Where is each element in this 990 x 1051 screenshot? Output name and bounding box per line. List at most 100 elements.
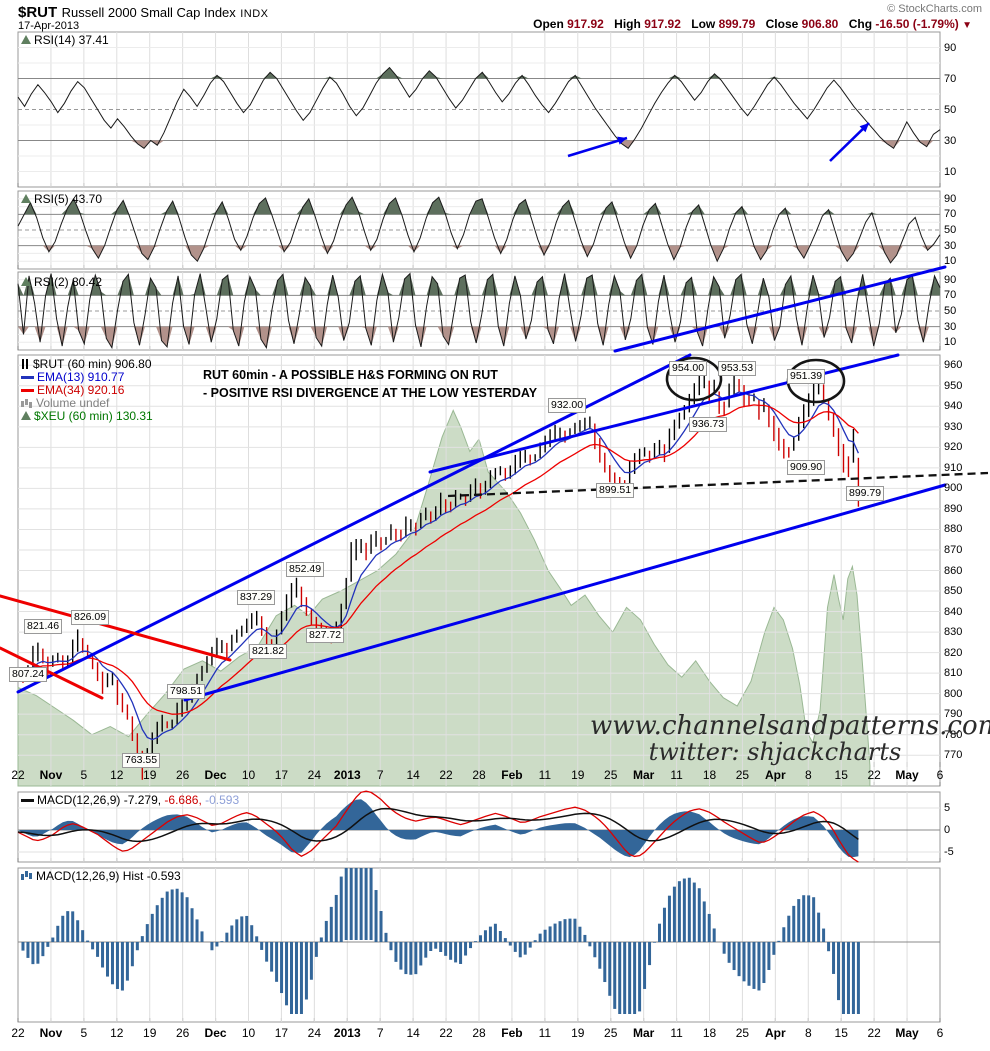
date-label: 11 — [538, 1026, 552, 1040]
macd-hist-panel — [18, 868, 940, 1014]
price-callout: 899.79 — [846, 486, 885, 501]
copyright-text: © StockCharts.com — [887, 3, 982, 15]
date-label: 5 — [80, 1026, 88, 1040]
price-axis-label: 950 — [944, 379, 963, 392]
high-value: 917.92 — [644, 17, 681, 31]
date-label: 22 — [867, 1026, 881, 1040]
price-axis-label: 770 — [944, 749, 963, 762]
date-label: 22 — [11, 768, 25, 782]
rsi14-panel — [17, 47, 941, 172]
date-label: 5 — [80, 768, 88, 782]
rsi14-panel-axis-label: 70 — [944, 72, 957, 85]
macd-value-2: -6.686, — [164, 793, 202, 807]
annotation-line-1: RUT 60min - A POSSIBLE H&S FORMING ON RU… — [203, 368, 498, 382]
price-callout: 827.72 — [306, 628, 345, 643]
date-label: 22 — [439, 768, 453, 782]
date-label: 28 — [472, 1026, 486, 1040]
date-label: 19 — [143, 1026, 157, 1040]
price-axis-label: 850 — [944, 585, 963, 598]
price-callout: 953.53 — [718, 361, 757, 376]
date-label: 25 — [604, 768, 618, 782]
rsi-area-icon — [21, 35, 31, 44]
macd-axis-label: 5 — [944, 802, 951, 814]
date-label: 17 — [274, 1026, 289, 1040]
date-label: 11 — [670, 768, 683, 782]
rsi2-panel-axis-label: 70 — [944, 289, 957, 302]
low-value: 899.79 — [718, 17, 756, 31]
price-axis-label: 920 — [944, 441, 963, 454]
date-label: 24 — [307, 1026, 322, 1040]
date-label: Mar — [632, 1026, 655, 1040]
date-label: Apr — [765, 768, 786, 782]
close-value: 906.80 — [801, 17, 839, 31]
rsi5-legend: RSI(5) 43.70 — [21, 193, 102, 206]
price-callout: 798.51 — [167, 684, 206, 699]
date-label: 24 — [307, 768, 322, 782]
close-label: Close — [765, 17, 799, 31]
rsi14-panel-axis-label: 30 — [944, 134, 957, 147]
macd-axis-label: 0 — [944, 824, 951, 836]
rsi2-panel-axis-label: 10 — [944, 336, 957, 349]
xeu-legend: $XEU (60 min) 130.31 — [21, 410, 153, 423]
rsi5-panel-axis-label: 50 — [944, 224, 957, 236]
macd-legend: MACD(12,26,9) -7.279, -6.686, -0.593 — [21, 794, 239, 807]
price-axis-label: 860 — [944, 564, 963, 577]
high-label: High — [614, 17, 641, 31]
date-label: 22 — [11, 1026, 25, 1040]
chart-date: 17-Apr-2013 — [18, 20, 80, 32]
date-label: 10 — [241, 1026, 256, 1040]
price-axis-label: 780 — [944, 728, 963, 741]
price-axis-label: 960 — [944, 359, 963, 372]
date-label: Nov — [39, 768, 63, 782]
chg-value: -16.50 (-1.79%) — [875, 17, 959, 31]
rsi-area-icon — [21, 277, 31, 286]
macd-hist-label: MACD(12,26,9) Hist -0.593 — [36, 869, 181, 883]
price-callout: 954.00 — [669, 361, 708, 376]
price-axis-label: 900 — [944, 482, 963, 495]
price-legend: $RUT (60 min) 906.80 — [21, 358, 152, 371]
date-label: 6 — [936, 1026, 944, 1040]
watermark-url: www.channelsandpatterns.com — [590, 711, 990, 741]
price-axis-label: 830 — [944, 626, 963, 639]
date-label: 14 — [406, 1026, 420, 1040]
price-callout: 852.49 — [286, 562, 325, 577]
ema13-label: EMA(13) 910.77 — [37, 370, 125, 384]
date-label: 15 — [834, 1026, 848, 1040]
ema34-label: EMA(34) 920.16 — [37, 383, 125, 397]
price-callout: 763.55 — [122, 753, 161, 768]
price-axis-label: 840 — [944, 605, 963, 618]
rut-series-label: $RUT (60 min) 906.80 — [33, 357, 152, 371]
chg-down-triangle-icon: ▼ — [962, 20, 972, 31]
rsi2-panel-axis-label: 30 — [944, 320, 957, 333]
blue-line-icon — [21, 376, 34, 379]
price-callout: 826.09 — [71, 610, 110, 625]
chg-label: Chg — [848, 17, 873, 31]
price-axis-label: 890 — [944, 502, 963, 515]
rsi14-legend: RSI(14) 37.41 — [21, 34, 109, 47]
date-label: 19 — [571, 1026, 585, 1040]
rsi-area-icon — [21, 194, 31, 203]
date-label: 11 — [538, 768, 552, 782]
price-callout: 936.73 — [689, 417, 728, 432]
exchange-tag: INDX — [240, 8, 269, 20]
ema13-legend: EMA(13) 910.77 — [21, 371, 124, 384]
macd-panel — [17, 790, 940, 863]
date-label: 25 — [735, 1026, 750, 1040]
xeu-label: $XEU (60 min) 130.31 — [34, 409, 153, 423]
price-axis-label: 930 — [944, 420, 963, 433]
rsi5-panel-axis-label: 30 — [944, 239, 957, 252]
watermark-twitter: twitter: shjackcharts — [648, 738, 902, 766]
price-axis-label: 810 — [944, 667, 963, 680]
date-label: May — [895, 768, 919, 782]
date-label: 14 — [406, 768, 420, 782]
volume-label: Volume undef — [36, 396, 110, 410]
macd-hist-legend: MACD(12,26,9) Hist -0.593 — [21, 870, 181, 883]
rsi5-panel-axis-label: 10 — [944, 255, 957, 268]
ema34-legend: EMA(34) 920.16 — [21, 384, 124, 397]
open-label: Open — [533, 17, 564, 31]
rsi14-panel-axis-label: 90 — [944, 41, 957, 54]
rsi5-panel-axis-label: 70 — [944, 208, 957, 221]
ema34-line — [17, 404, 859, 715]
price-callout: 899.51 — [596, 483, 635, 498]
